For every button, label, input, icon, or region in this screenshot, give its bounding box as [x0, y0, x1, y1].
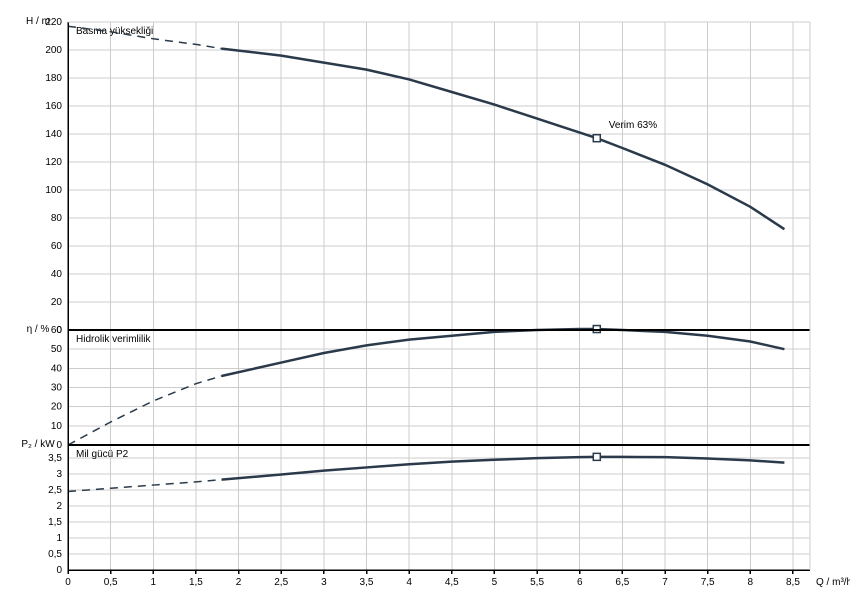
- svg-text:3,5: 3,5: [360, 577, 374, 588]
- svg-text:0: 0: [56, 565, 62, 576]
- svg-text:140: 140: [45, 129, 62, 140]
- svg-text:160: 160: [45, 101, 62, 112]
- svg-text:180: 180: [45, 73, 62, 84]
- svg-text:20: 20: [51, 402, 63, 413]
- svg-text:60: 60: [51, 325, 63, 336]
- x-axis-label: Q / m³/h: [816, 577, 850, 588]
- svg-text:4,5: 4,5: [445, 577, 459, 588]
- svg-text:200: 200: [45, 45, 62, 56]
- svg-text:5,5: 5,5: [530, 577, 544, 588]
- section-title-head: Basma yüksekliği: [76, 26, 153, 37]
- svg-text:2: 2: [236, 577, 242, 588]
- section-title-efficiency: Hidrolik verimlilik: [76, 334, 151, 345]
- curve-solid-power: [222, 457, 785, 480]
- svg-text:20: 20: [51, 297, 63, 308]
- svg-text:60: 60: [51, 241, 63, 252]
- y-axis-label-efficiency: η / %: [27, 324, 50, 335]
- svg-text:8,5: 8,5: [786, 577, 800, 588]
- svg-text:0,5: 0,5: [104, 577, 118, 588]
- svg-text:6,5: 6,5: [615, 577, 629, 588]
- svg-text:0,5: 0,5: [48, 549, 62, 560]
- svg-text:2: 2: [56, 501, 62, 512]
- curve-solid-efficiency: [222, 329, 785, 376]
- section-title-power: Mil gücü P2: [76, 449, 129, 460]
- svg-text:2,5: 2,5: [48, 485, 62, 496]
- y-axis-label-head: H / m: [26, 16, 50, 27]
- chart-svg: 020406080100120140160180200220H / mBasma…: [0, 0, 850, 600]
- curve-solid-head: [222, 49, 785, 230]
- svg-text:120: 120: [45, 157, 62, 168]
- svg-text:1,5: 1,5: [48, 517, 62, 528]
- svg-text:3,5: 3,5: [48, 453, 62, 464]
- marker-power: [593, 453, 600, 460]
- marker-head: [593, 135, 600, 142]
- annotation-head: Verim 63%: [609, 120, 657, 131]
- svg-text:8: 8: [748, 577, 754, 588]
- svg-text:4: 4: [406, 577, 412, 588]
- svg-text:1,5: 1,5: [189, 577, 203, 588]
- svg-text:5: 5: [492, 577, 498, 588]
- svg-text:50: 50: [51, 344, 63, 355]
- svg-text:40: 40: [51, 363, 63, 374]
- svg-text:10: 10: [51, 421, 63, 432]
- svg-text:3: 3: [56, 469, 62, 480]
- svg-text:80: 80: [51, 213, 63, 224]
- svg-text:7,5: 7,5: [701, 577, 715, 588]
- svg-text:30: 30: [51, 383, 63, 394]
- svg-text:40: 40: [51, 269, 63, 280]
- svg-text:100: 100: [45, 185, 62, 196]
- svg-text:0: 0: [65, 577, 71, 588]
- svg-text:7: 7: [662, 577, 668, 588]
- pump-curve-chart: 020406080100120140160180200220H / mBasma…: [0, 0, 850, 600]
- svg-text:0: 0: [56, 440, 62, 451]
- svg-text:1: 1: [56, 533, 62, 544]
- y-axis-label-power: P₂ / kW: [21, 439, 55, 450]
- svg-text:6: 6: [577, 577, 583, 588]
- svg-text:1: 1: [151, 577, 157, 588]
- curve-dashed-efficiency: [68, 376, 222, 445]
- svg-text:3: 3: [321, 577, 327, 588]
- svg-text:2,5: 2,5: [274, 577, 288, 588]
